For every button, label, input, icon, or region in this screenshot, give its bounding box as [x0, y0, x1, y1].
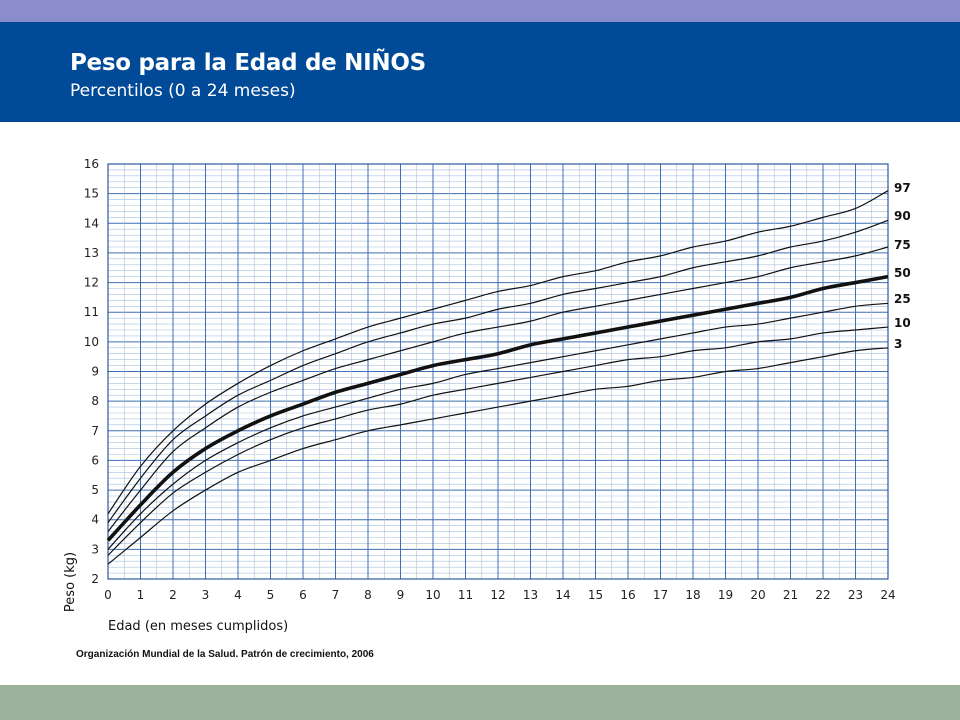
x-tick-label: 18	[685, 588, 700, 602]
x-tick-label: 6	[299, 588, 307, 602]
y-tick-label: 16	[84, 157, 99, 171]
page-title: Peso para la Edad de NIÑOS	[70, 50, 426, 76]
x-tick-label: 11	[458, 588, 473, 602]
percentile-label-p90: 90	[894, 209, 911, 223]
bottom-accent-band	[0, 685, 960, 720]
page-subtitle: Percentilos (0 a 24 meses)	[70, 81, 296, 101]
y-tick-label: 2	[91, 572, 99, 586]
x-tick-label: 19	[718, 588, 733, 602]
axis-ticks: 0 1 2 3 4 5 6 7 8 9 10 11 12 13 14 15 16 17 18 19 20 21 22 23 24…	[84, 157, 896, 602]
percentile-labels: 97 90 75 50 25 10 3	[894, 181, 911, 351]
x-tick-label: 2	[169, 588, 177, 602]
x-tick-label: 10	[425, 588, 440, 602]
x-tick-label: 17	[653, 588, 668, 602]
y-tick-label: 3	[91, 542, 99, 556]
y-tick-label: 7	[91, 424, 99, 438]
y-tick-label: 12	[84, 276, 99, 290]
plot-frame	[107, 163, 889, 580]
percentile-curves	[106, 190, 889, 565]
y-axis-label: Peso (kg)	[63, 552, 78, 612]
x-tick-label: 14	[555, 588, 570, 602]
percentile-label-p10: 10	[894, 316, 911, 330]
percentile-curve-p75	[107, 246, 889, 532]
x-axis-label: Edad (en meses cumplidos)	[108, 619, 288, 634]
percentile-curve-p50	[106, 274, 889, 542]
y-tick-label: 13	[84, 246, 99, 260]
weight-for-age-chart: 0 1 2 3 4 5 6 7 8 9 10 11 12 13 14 15 16 17 18 19 20 21 22 23 24…	[63, 157, 911, 634]
percentile-label-p50: 50	[894, 266, 911, 280]
percentile-curve-p90	[107, 219, 889, 524]
x-tick-label: 23	[848, 588, 863, 602]
x-tick-label: 12	[490, 588, 505, 602]
x-tick-label: 0	[104, 588, 112, 602]
x-tick-label: 16	[620, 588, 635, 602]
percentile-curve-p3	[107, 347, 889, 565]
y-tick-label: 5	[91, 483, 99, 497]
y-tick-label: 4	[91, 513, 99, 527]
x-tick-label: 22	[815, 588, 830, 602]
y-tick-label: 9	[91, 365, 99, 379]
percentile-curve-p10	[107, 326, 889, 556]
percentile-curve-p97	[107, 190, 889, 515]
percentile-label-p3: 3	[894, 337, 902, 351]
x-tick-label: 8	[364, 588, 372, 602]
x-tick-label: 7	[332, 588, 340, 602]
percentile-label-p75: 75	[894, 238, 911, 252]
x-tick-label: 20	[750, 588, 765, 602]
y-tick-label: 8	[91, 394, 99, 408]
x-tick-label: 13	[523, 588, 538, 602]
x-tick-label: 24	[880, 588, 895, 602]
x-tick-label: 4	[234, 588, 242, 602]
percentile-label-p25: 25	[894, 292, 911, 306]
source-note: Organización Mundial de la Salud. Patrón…	[76, 649, 374, 660]
y-tick-label: 14	[84, 216, 99, 230]
x-tick-label: 21	[783, 588, 798, 602]
y-tick-label: 11	[84, 305, 99, 319]
x-tick-label: 1	[137, 588, 145, 602]
x-tick-label: 9	[397, 588, 405, 602]
y-tick-label: 10	[84, 335, 99, 349]
x-tick-label: 15	[588, 588, 603, 602]
y-tick-label: 6	[91, 453, 99, 467]
chart-grid	[107, 163, 889, 580]
header-banner	[0, 22, 960, 122]
percentile-label-p97: 97	[894, 181, 911, 195]
x-tick-label: 5	[267, 588, 275, 602]
percentile-curve-p25	[107, 302, 889, 550]
x-tick-label: 3	[202, 588, 210, 602]
y-tick-label: 15	[84, 187, 99, 201]
top-accent-band	[0, 0, 960, 22]
